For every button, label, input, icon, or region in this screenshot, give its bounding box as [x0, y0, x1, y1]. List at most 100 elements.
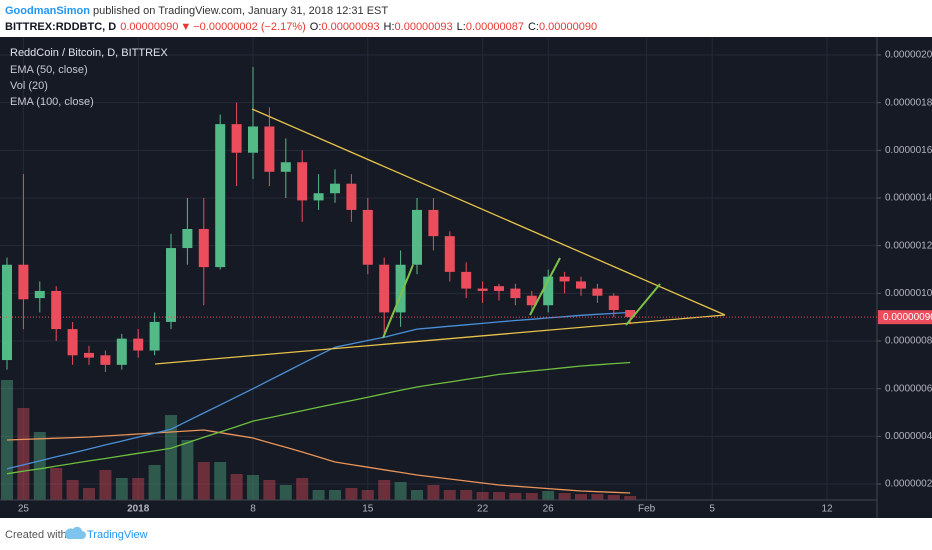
legend-entry: Vol (20)	[10, 80, 48, 92]
volume-bar	[263, 480, 276, 500]
volume-bar	[394, 482, 407, 500]
candle-body	[18, 264, 29, 300]
candle-body	[379, 264, 390, 313]
candle-body	[444, 236, 455, 272]
ohlc-label: L:	[457, 21, 466, 33]
x-tick-label: 8	[250, 504, 256, 515]
volume-bar	[558, 493, 571, 500]
volume-bar	[148, 465, 161, 500]
price-label: 0.00000090	[883, 312, 932, 323]
x-tick-label: 5	[709, 504, 715, 515]
candle-body	[428, 209, 439, 237]
candle-body	[182, 228, 193, 249]
volume-bar	[312, 490, 325, 500]
x-tick-label: 12	[821, 504, 833, 515]
volume-bar	[329, 490, 341, 500]
volume-bar	[99, 470, 112, 500]
candle-body	[592, 288, 603, 296]
candle-body	[133, 338, 144, 351]
y-tick-label: 0.00000200	[885, 50, 932, 61]
volume-bar	[214, 462, 227, 500]
candle-body	[461, 271, 472, 289]
candle-body	[280, 162, 291, 172]
brand: TradingView	[87, 529, 148, 541]
ohlc-label: C:	[528, 21, 539, 33]
legend-title: ReddCoin / Bitcoin, D, BITTREX	[10, 47, 168, 59]
volume-bar	[17, 408, 30, 500]
candle-body	[608, 295, 619, 311]
volume-bar	[542, 491, 555, 500]
candle-body	[116, 338, 127, 365]
logo	[64, 526, 86, 539]
ohlc-label: H:	[384, 21, 395, 33]
change: −0.00000002 (−2.17%)	[193, 21, 306, 33]
drawings	[154, 108, 726, 365]
candle-body	[84, 352, 94, 358]
wave-line	[529, 257, 561, 316]
candle-body	[576, 281, 586, 289]
candle-body	[198, 228, 209, 268]
candle-body	[362, 209, 373, 265]
candle-body	[297, 162, 308, 201]
volume-bar	[66, 480, 79, 500]
trend-line	[251, 108, 726, 316]
volume-bar	[197, 462, 210, 500]
footer-background	[0, 518, 932, 550]
ohlc-value: 0.00000090	[539, 21, 597, 33]
volume-bar	[476, 492, 489, 500]
candle-body	[231, 124, 242, 153]
volume-bar	[115, 478, 128, 500]
symbol: BITTREX:RDDBTC, D	[5, 21, 116, 33]
x-tick-label: 25	[18, 504, 30, 515]
candle-body	[51, 290, 62, 330]
candle-body	[346, 183, 357, 210]
ema-line	[6, 311, 631, 470]
volume-ma-line	[6, 429, 631, 494]
x-tick-label: Feb	[638, 504, 656, 515]
volume-bar	[83, 488, 95, 500]
volume-bar	[624, 496, 637, 500]
candle-body	[510, 288, 521, 299]
volume-bar	[443, 490, 456, 500]
arrow: ▼	[180, 21, 191, 33]
volume-bar	[345, 488, 358, 500]
trend-line	[154, 314, 726, 365]
volume-bar	[411, 490, 423, 500]
x-tick-label: 2018	[127, 504, 150, 515]
wave-line	[625, 283, 661, 326]
volume-bar	[279, 485, 292, 500]
volume-bar	[50, 468, 63, 500]
volume-bar	[525, 493, 538, 500]
wave-line	[382, 264, 414, 339]
ohlc-label: O:	[310, 21, 322, 33]
volume-bar	[230, 474, 243, 500]
candle-body	[248, 126, 258, 153]
candle-body	[166, 248, 176, 322]
ema-line	[6, 361, 631, 475]
candle-body	[330, 183, 340, 194]
ohlc-value: 0.00000087	[466, 21, 524, 33]
plot	[0, 37, 877, 500]
candle-body	[313, 193, 324, 201]
volume-bar	[33, 432, 46, 500]
candle-body	[100, 355, 111, 365]
author: GoodmanSimon	[5, 5, 90, 17]
x-tick-label: 15	[362, 504, 374, 515]
volume-bar	[247, 475, 259, 500]
candle-body	[412, 209, 422, 265]
candle-body	[67, 329, 78, 356]
volume-bar	[591, 494, 604, 500]
volume-bar	[460, 490, 473, 500]
volume-bar	[361, 490, 374, 500]
volume-bar	[132, 478, 145, 500]
published: published on TradingView.com, January 31…	[93, 5, 388, 17]
candle-body	[543, 276, 554, 306]
